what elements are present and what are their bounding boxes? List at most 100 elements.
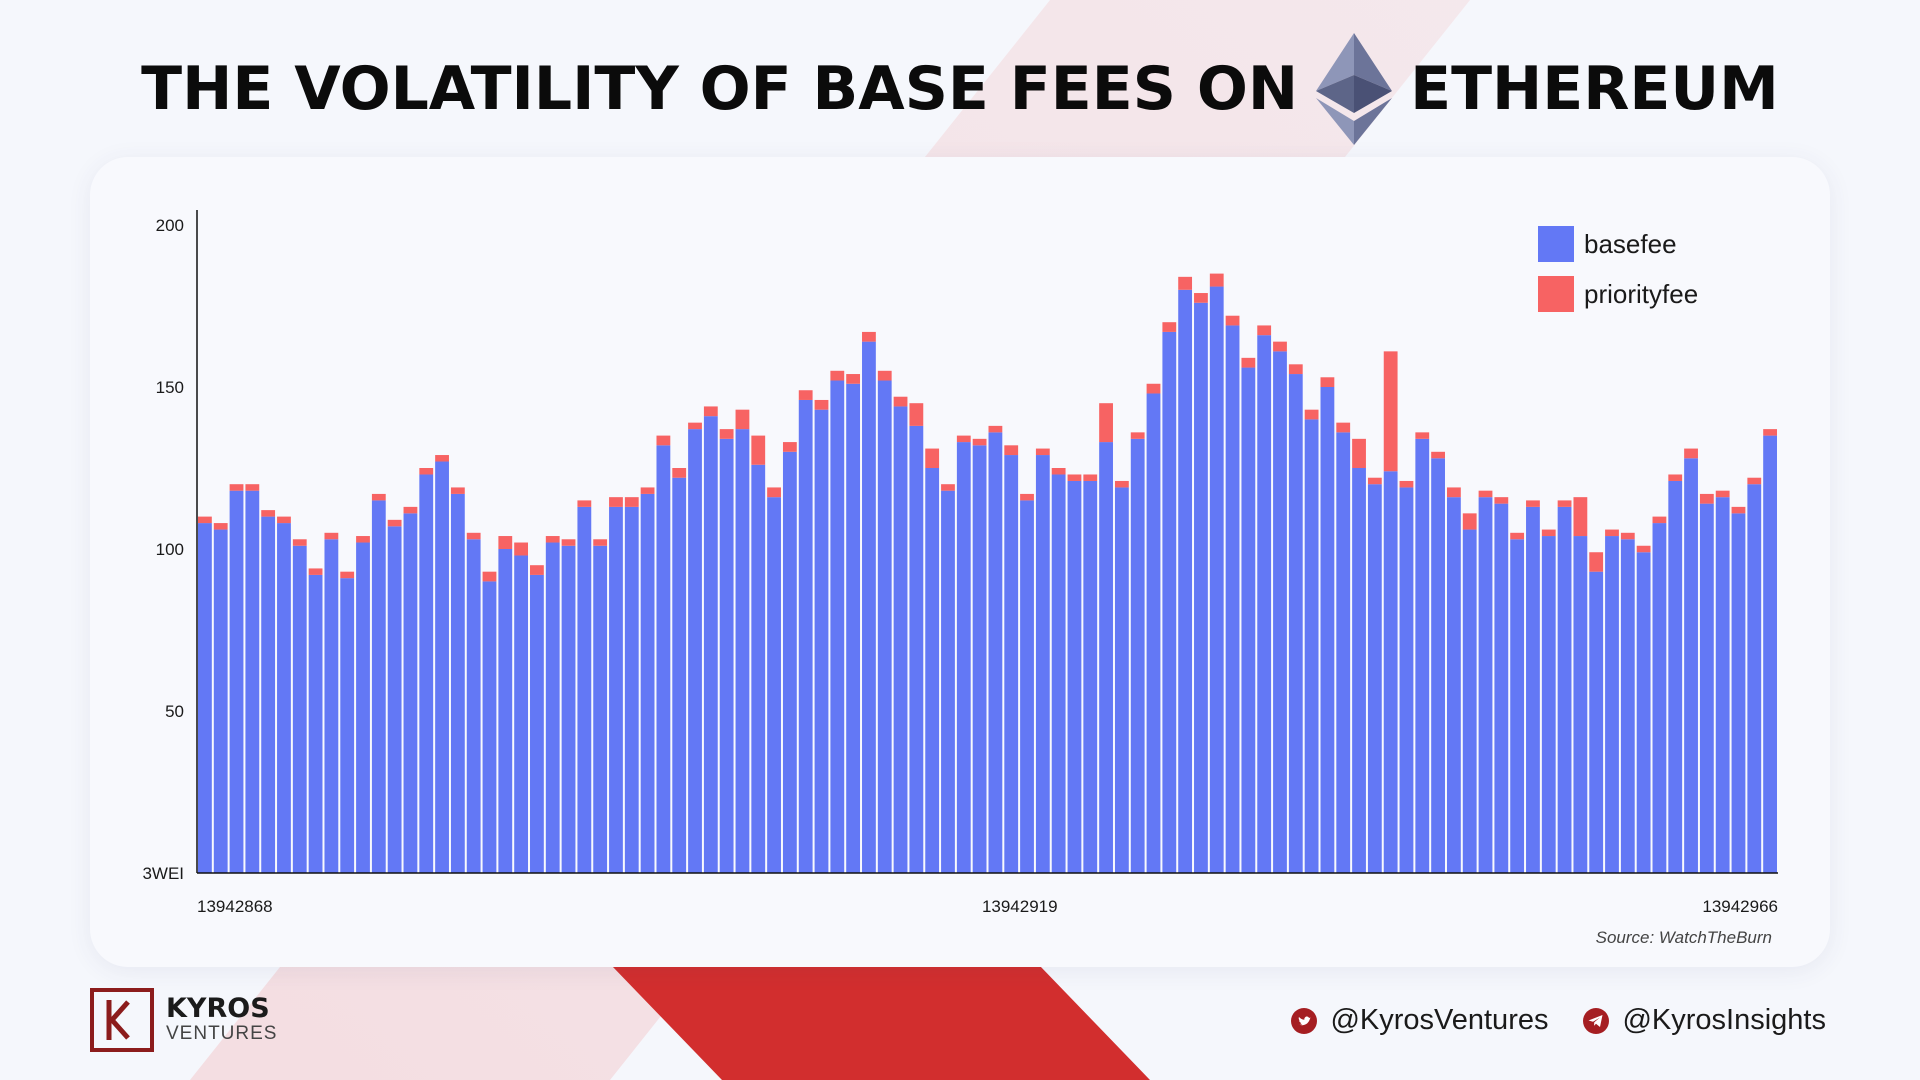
social-twitter[interactable]: @KyrosVentures xyxy=(1290,1004,1548,1037)
bar-basefee xyxy=(482,581,497,873)
y-tick-label: 200 xyxy=(156,216,184,235)
bar-basefee xyxy=(514,555,529,873)
bar-basefee xyxy=(767,497,781,873)
bar-basefee xyxy=(498,549,513,873)
bar-basefee xyxy=(846,383,861,873)
bar-basefee xyxy=(814,409,829,873)
bar-priorityfee xyxy=(356,536,370,543)
bar-basefee xyxy=(435,461,449,873)
bar-basefee xyxy=(1652,523,1667,873)
bar-priorityfee xyxy=(640,487,655,494)
legend-label-basefee: basefee xyxy=(1584,228,1677,259)
bar-basefee xyxy=(1130,438,1145,873)
bar-basefee xyxy=(1067,480,1082,873)
bar-priorityfee xyxy=(1320,377,1335,387)
y-ticks-group: 3WEI 50 100 150 200 xyxy=(142,216,184,883)
bar-priorityfee xyxy=(1446,487,1461,498)
bar-basefee xyxy=(1020,500,1034,873)
bar-priorityfee xyxy=(751,435,766,465)
bar-basefee xyxy=(1225,325,1240,873)
bar-priorityfee xyxy=(1304,409,1319,420)
bar-basefee xyxy=(1431,458,1445,873)
y-tick-label: 150 xyxy=(156,378,184,397)
bar-basefee xyxy=(1288,374,1303,873)
bar-basefee xyxy=(1446,497,1461,873)
bar-basefee xyxy=(1668,480,1683,873)
bar-basefee xyxy=(213,529,228,873)
telegram-icon xyxy=(1583,1007,1610,1034)
legend-swatch-priorityfee xyxy=(1538,276,1574,312)
bar-priorityfee xyxy=(1731,506,1746,514)
bar-priorityfee xyxy=(1035,448,1050,456)
bar-basefee xyxy=(1747,484,1762,873)
bar-priorityfee xyxy=(1526,500,1540,507)
bar-priorityfee xyxy=(1099,403,1113,443)
bar-basefee xyxy=(577,506,592,873)
bar-priorityfee xyxy=(482,571,497,582)
bar-priorityfee xyxy=(403,506,418,514)
bar-priorityfee xyxy=(1605,529,1619,537)
bar-priorityfee xyxy=(530,565,544,575)
bar-basefee xyxy=(1162,331,1177,873)
bar-priorityfee xyxy=(1415,432,1430,439)
bar-priorityfee xyxy=(1114,480,1129,488)
bar-priorityfee xyxy=(545,536,560,543)
y-tick-label: 100 xyxy=(156,540,184,559)
bar-priorityfee xyxy=(229,484,244,491)
bar-priorityfee xyxy=(308,568,323,575)
bar-basefee xyxy=(1367,484,1382,873)
bar-basefee xyxy=(1257,335,1272,873)
ethereum-logo-icon xyxy=(1316,33,1393,145)
bar-basefee xyxy=(972,445,987,873)
bar-basefee xyxy=(1526,506,1540,873)
bar-priorityfee xyxy=(1020,493,1034,501)
bar-priorityfee xyxy=(419,468,434,475)
bar-basefee xyxy=(1320,387,1335,873)
bar-priorityfee xyxy=(387,519,402,527)
bar-priorityfee xyxy=(1652,516,1667,524)
twitter-handle: @KyrosVentures xyxy=(1330,1004,1549,1036)
bar-priorityfee xyxy=(1557,500,1572,507)
bar-priorityfee xyxy=(292,539,307,546)
bar-priorityfee xyxy=(988,425,1003,433)
telegram-handle: @KyrosInsights xyxy=(1622,1004,1826,1036)
bar-basefee xyxy=(1715,497,1730,873)
bar-priorityfee xyxy=(877,370,892,381)
bar-priorityfee xyxy=(1668,474,1683,481)
bar-basefee xyxy=(229,490,244,873)
kyros-logo-icon xyxy=(90,988,154,1052)
social-telegram[interactable]: @KyrosInsights xyxy=(1582,1004,1826,1037)
bar-basefee xyxy=(656,445,671,873)
title-left: THE VOLATILITY OF BASE FEES ON xyxy=(141,54,1299,124)
bar-basefee xyxy=(1209,286,1224,873)
chart-legend: basefee priorityfee xyxy=(1538,226,1698,326)
bar-priorityfee xyxy=(909,403,924,426)
bar-priorityfee xyxy=(624,497,639,507)
bar-basefee xyxy=(292,545,307,873)
bar-priorityfee xyxy=(1225,315,1240,326)
bar-basefee xyxy=(1004,455,1019,873)
bar-basefee xyxy=(530,574,544,873)
bar-priorityfee xyxy=(1288,364,1303,375)
bar-priorityfee xyxy=(609,497,623,507)
bar-priorityfee xyxy=(703,406,718,417)
bar-priorityfee xyxy=(719,429,734,439)
bar-priorityfee xyxy=(435,455,449,462)
bar-priorityfee xyxy=(1620,532,1635,540)
bar-basefee xyxy=(988,432,1003,873)
bar-priorityfee xyxy=(846,374,861,384)
bar-priorityfee xyxy=(261,510,276,517)
bar-basefee xyxy=(403,513,418,873)
bar-basefee xyxy=(909,425,924,873)
bar-basefee xyxy=(688,429,702,873)
bar-priorityfee xyxy=(1541,529,1556,537)
bar-priorityfee xyxy=(672,468,687,478)
bar-priorityfee xyxy=(1478,490,1493,498)
bar-basefee xyxy=(751,464,766,873)
bar-priorityfee xyxy=(1763,429,1777,436)
bar-priorityfee xyxy=(1336,422,1351,433)
bar-basefee xyxy=(640,493,655,873)
bar-priorityfee xyxy=(1399,480,1414,488)
bar-priorityfee xyxy=(1162,322,1177,332)
bars-group xyxy=(198,273,1777,873)
